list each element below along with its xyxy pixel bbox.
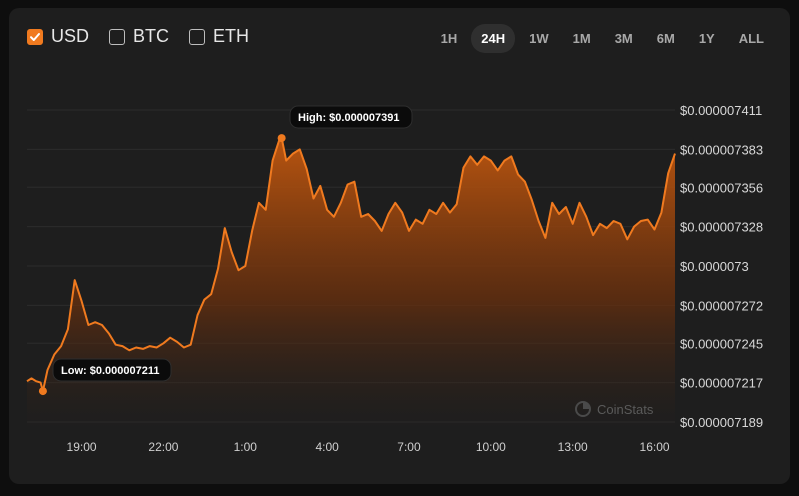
price-area-fill: [27, 138, 675, 432]
checkmark-icon: [30, 32, 40, 41]
currency-toggle-btc[interactable]: BTC: [109, 26, 169, 47]
low-bubble: [52, 358, 172, 382]
y-tick-label: $0.000007328: [680, 220, 763, 235]
currency-toggle-group: USD BTC ETH: [27, 26, 249, 47]
range-button-1h[interactable]: 1H: [440, 31, 458, 46]
currency-label-eth: ETH: [213, 26, 250, 46]
price-line: [26, 137, 676, 393]
y-tick-label: $0.000007356: [680, 180, 763, 195]
currency-label-btc: BTC: [133, 26, 170, 46]
watermark: CoinStats: [575, 401, 654, 417]
x-tick-label: 13:00: [558, 440, 588, 454]
coinstats-logo-wedge: [583, 402, 590, 409]
price-area-chart: $0.000007411 $0.000007383 $0.000007356 $0.0…: [26, 103, 763, 454]
checkbox-unchecked-icon[interactable]: [109, 28, 126, 45]
x-tick-label: 22:00: [148, 440, 178, 454]
x-tick-label: 10:00: [476, 440, 506, 454]
currency-label-usd: USD: [51, 26, 90, 46]
range-button-3m[interactable]: 3M: [614, 31, 633, 46]
range-button-1w[interactable]: 1W: [529, 31, 549, 46]
x-tick-label: 19:00: [67, 440, 97, 454]
x-tick-label: 16:00: [640, 440, 670, 454]
x-axis: 19:00 22:00 1:00 4:00 7:00 10:00 13:00 16:00: [67, 440, 670, 454]
high-label: High: $0.000007391: [298, 112, 400, 124]
x-tick-label: 1:00: [234, 440, 258, 454]
high-bubble: [289, 105, 413, 129]
x-tick-label: 7:00: [397, 440, 421, 454]
y-tick-label: $0.000007383: [680, 142, 763, 157]
x-tick-label: 4:00: [315, 440, 339, 454]
y-axis: $0.000007411 $0.000007383 $0.000007356 $0.0…: [680, 103, 763, 430]
watermark-text: CoinStats: [597, 402, 654, 417]
y-tick-label: $0.000007217: [680, 376, 763, 391]
y-tick-label: $0.000007245: [680, 336, 763, 351]
checkbox-unchecked-icon[interactable]: [189, 28, 206, 45]
time-range-selector: 1H 24H 1W 1M 3M 6M 1Y ALL: [431, 24, 774, 53]
currency-toggle-usd[interactable]: USD: [27, 26, 89, 47]
range-button-24h[interactable]: 24H: [471, 24, 516, 53]
y-tick-label: $0.000007411: [680, 103, 762, 118]
y-tick-label: $0.000007272: [680, 298, 763, 313]
range-button-all[interactable]: ALL: [738, 31, 764, 46]
range-button-1m[interactable]: 1M: [572, 31, 591, 46]
checkbox-checked-icon[interactable]: [27, 28, 43, 45]
y-tick-label: $0.000007189: [680, 415, 763, 430]
low-marker: [38, 387, 47, 396]
range-button-1y[interactable]: 1Y: [698, 31, 715, 46]
currency-toggle-eth[interactable]: ETH: [189, 26, 249, 47]
price-chart-card: USD BTC ETH 1H 24H 1W 1M 3M 6M 1Y ALL $0…: [9, 8, 790, 484]
low-label: Low: $0.000007211: [61, 365, 159, 377]
annotations: High: $0.000007391 Low: $0.000007211: [38, 105, 413, 396]
y-tick-label: $0.0000073: [680, 259, 749, 274]
high-marker: [277, 134, 286, 143]
range-button-6m[interactable]: 6M: [656, 31, 675, 46]
